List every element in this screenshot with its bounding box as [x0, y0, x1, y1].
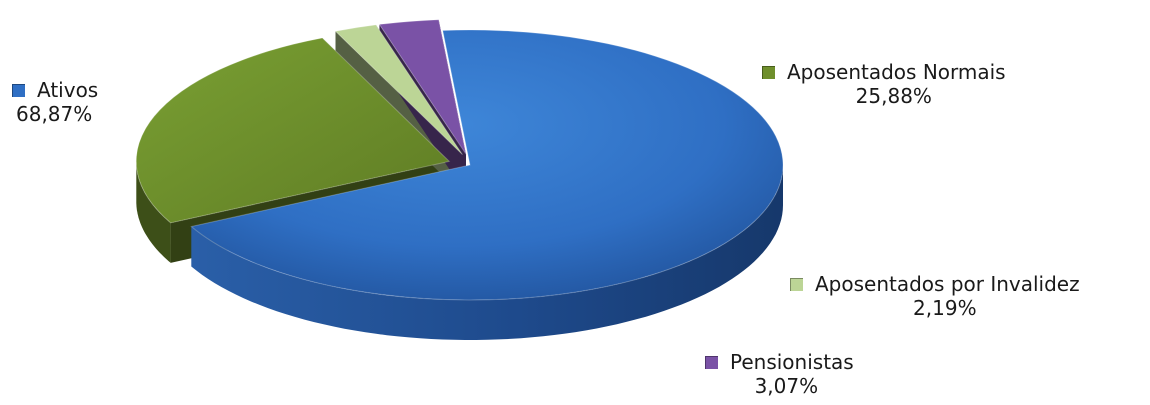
aposentados-por-invalidez-slice: [334, 24, 463, 156]
legend-aposentados-invalidez: Aposentados por Invalidez 2,19%: [790, 272, 1080, 320]
pensionistas-percent: 3,07%: [754, 374, 819, 398]
aposentados-invalidez-swatch: [790, 277, 803, 291]
ativos-label: Ativos: [37, 78, 99, 102]
pensionistas-slice: [378, 19, 467, 155]
ativos-slice-side-0: [191, 165, 784, 340]
aposentados-invalidez-label: Aposentados por Invalidez: [815, 272, 1080, 296]
aposentados-invalidez-percent: 2,19%: [913, 296, 977, 320]
ativos-swatch: [12, 83, 25, 97]
aposentados-normais-slice-side-0: [136, 159, 171, 263]
legend-ativos: Ativos 68,87%: [12, 78, 98, 126]
pensionistas-label: Pensionistas: [730, 350, 854, 374]
legend-pensionistas: Pensionistas 3,07%: [705, 350, 854, 398]
aposentados-normais-slice: [135, 37, 451, 224]
aposentados-normais-swatch: [762, 65, 775, 79]
aposentados-normais-label: Aposentados Normais: [787, 60, 1006, 84]
ativos-slice: [190, 29, 784, 301]
pensionistas-swatch: [705, 355, 718, 369]
legend-aposentados-normais: Aposentados Normais 25,88%: [762, 60, 1006, 108]
ativos-percent: 68,87%: [16, 102, 93, 126]
aposentados-normais-percent: 25,88%: [855, 84, 932, 108]
